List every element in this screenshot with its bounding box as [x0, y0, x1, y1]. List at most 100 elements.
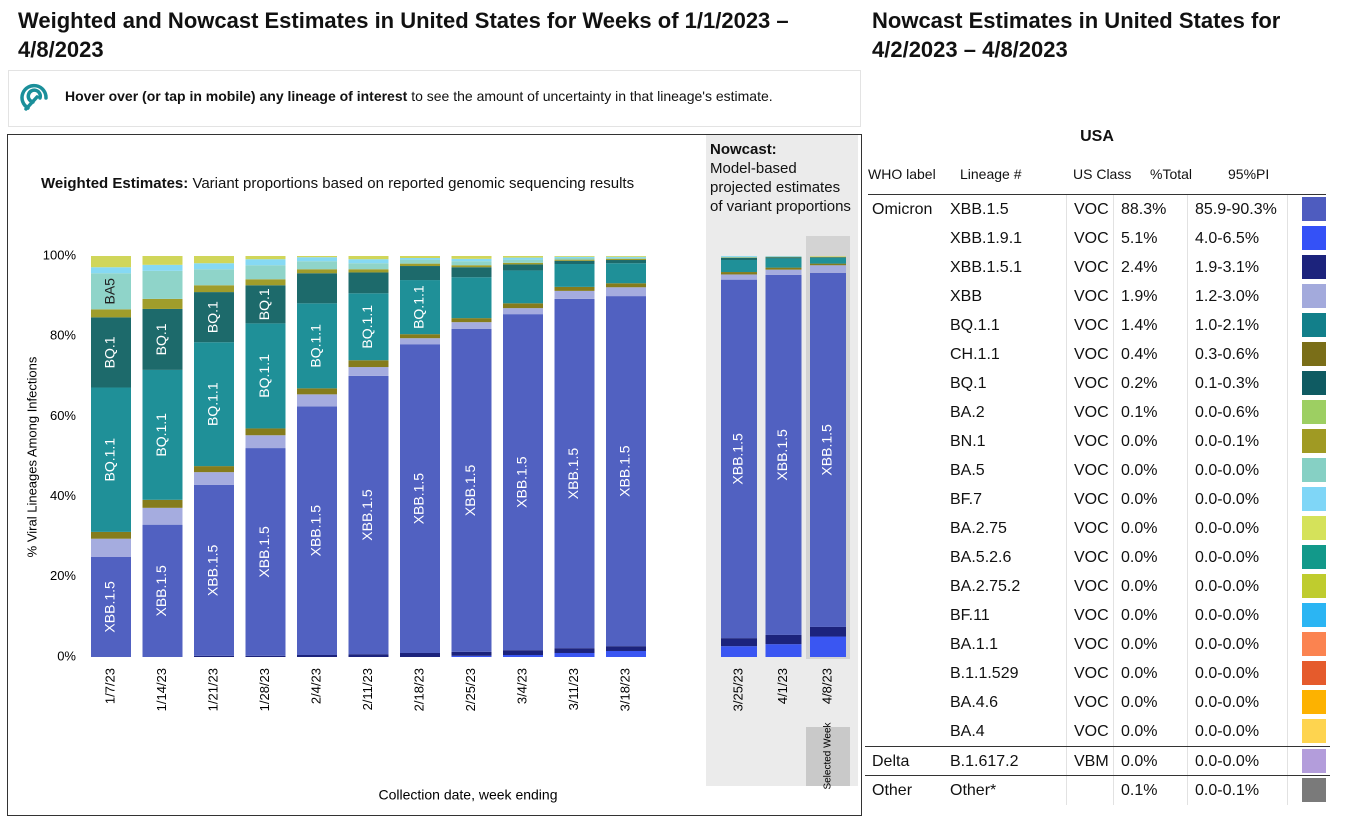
- lineage: XBB.1.5: [950, 201, 1009, 218]
- pi: 1.9-3.1%: [1187, 253, 1287, 282]
- bar-segment: [810, 626, 846, 637]
- bar-segment: [503, 650, 543, 655]
- swatch: [1302, 690, 1326, 714]
- bar-segment: [554, 258, 595, 260]
- bar-segment: [503, 259, 543, 263]
- y-tick-label: 60%: [50, 408, 76, 423]
- total: 1.4%: [1113, 311, 1187, 340]
- table-row: BA.1.1 VOC 0.0% 0.0-0.0%: [865, 630, 1330, 659]
- bar-segment: [721, 638, 757, 647]
- bar-segment: [721, 260, 757, 273]
- us-class: VOC: [1066, 485, 1113, 514]
- us-class: VOC: [1066, 543, 1113, 572]
- bar-segment: [451, 318, 492, 323]
- bar-segment: [348, 293, 389, 361]
- pi: 85.9-90.3%: [1187, 195, 1287, 224]
- segment-label: XBB.1.5: [730, 433, 746, 485]
- table-row: Omicron XBB.1.5 VOC 88.3% 85.9-90.3%: [865, 195, 1330, 224]
- segment-label: BA5: [102, 278, 118, 305]
- us-class: [1066, 776, 1113, 805]
- nowcast-title-bold: Nowcast:: [710, 141, 777, 158]
- pi: 1.2-3.0%: [1187, 282, 1287, 311]
- hint-bold: Hover over (or tap in mobile) any lineag…: [65, 88, 408, 104]
- who-cell: [865, 688, 943, 717]
- us-class: VOC: [1066, 659, 1113, 688]
- bar-segment: [400, 256, 440, 259]
- us-class: VOC: [1066, 369, 1113, 398]
- pi: 0.0-0.0%: [1187, 688, 1287, 717]
- swatch: [1302, 661, 1326, 685]
- bar-segment: [142, 256, 183, 265]
- segment-label: BQ.1.1: [153, 413, 169, 457]
- bar-segment: [348, 269, 389, 273]
- us-class: VOC: [1066, 601, 1113, 630]
- who-cell: [865, 282, 943, 311]
- bar-segment: [194, 269, 234, 286]
- swatch: [1302, 603, 1326, 627]
- swatch: [1302, 487, 1326, 511]
- us-class: VOC: [1066, 514, 1113, 543]
- lineage: CH.1.1: [950, 346, 1000, 363]
- x-axis-label: Collection date, week ending: [378, 787, 557, 803]
- segment-label: BQ.1: [256, 288, 272, 320]
- bar-segment: [606, 260, 646, 264]
- who-cell: [865, 543, 943, 572]
- total: 1.9%: [1113, 282, 1187, 311]
- bar-segment: [810, 263, 846, 266]
- bar-segment: [606, 256, 646, 258]
- segment-label: BQ.1: [153, 323, 169, 355]
- swatch: [1302, 458, 1326, 482]
- who-cell: [865, 572, 943, 601]
- total: 0.0%: [1113, 659, 1187, 688]
- swatch-cell: [1287, 224, 1330, 253]
- total: 5.1%: [1113, 224, 1187, 253]
- us-class: VOC: [1066, 398, 1113, 427]
- us-class: VBM: [1066, 747, 1113, 776]
- who-cell: [865, 224, 943, 253]
- weighted-title-bold: Weighted Estimates:: [41, 175, 189, 192]
- swatch-cell: [1287, 717, 1330, 746]
- bar-segment: [503, 257, 543, 260]
- table-row: BA.2.75.2 VOC 0.0% 0.0-0.0%: [865, 572, 1330, 601]
- lineage: BQ.1.1: [950, 317, 1000, 334]
- total: 0.0%: [1113, 688, 1187, 717]
- who-label: Omicron: [872, 201, 933, 218]
- us-class: VOC: [1066, 311, 1113, 340]
- lineage: XBB.1.9.1: [950, 230, 1023, 247]
- bar-segment: [554, 256, 595, 257]
- bar-segment: [245, 428, 286, 436]
- bar-segment: [606, 283, 646, 288]
- bar-segment: [721, 279, 757, 639]
- pi: 0.1-0.3%: [1187, 369, 1287, 398]
- who-cell: [865, 340, 943, 369]
- bar-segment: [451, 265, 492, 268]
- swatch-cell: [1287, 311, 1330, 340]
- bar-segment: [245, 256, 286, 260]
- total: 0.0%: [1113, 717, 1187, 746]
- lineage: BA.2.75: [950, 520, 1007, 537]
- bar-segment: [400, 344, 440, 653]
- x-tick-label: 3/18/23: [617, 668, 632, 711]
- swatch: [1302, 545, 1326, 569]
- table-row: BF.11 VOC 0.0% 0.0-0.0%: [865, 601, 1330, 630]
- bar-segment: [554, 260, 595, 265]
- bar-segment: [606, 650, 646, 657]
- swatch: [1302, 429, 1326, 453]
- us-class: VOC: [1066, 456, 1113, 485]
- swatch: [1302, 516, 1326, 540]
- total: 0.0%: [1113, 630, 1187, 659]
- segment-label: XBB.1.5: [462, 464, 478, 516]
- pi: 0.0-0.0%: [1187, 543, 1287, 572]
- table-row: BA.5 VOC 0.0% 0.0-0.0%: [865, 456, 1330, 485]
- bar-segment: [400, 334, 440, 339]
- us-class: VOC: [1066, 195, 1113, 224]
- chart-area: 0% 20% 40% 60% 80% 100% % Viral Lineages Among…: [7, 70, 862, 816]
- column-header: %Total: [1150, 166, 1193, 182]
- pi: 0.0-0.0%: [1187, 601, 1287, 630]
- y-tick-label: 0%: [57, 648, 76, 663]
- bar-segment: [451, 322, 492, 329]
- bar-segment: [721, 258, 757, 261]
- table-row: BQ.1.1 VOC 1.4% 1.0-2.1%: [865, 311, 1330, 340]
- bar-segment: [765, 644, 802, 657]
- bar-segment: [194, 484, 234, 656]
